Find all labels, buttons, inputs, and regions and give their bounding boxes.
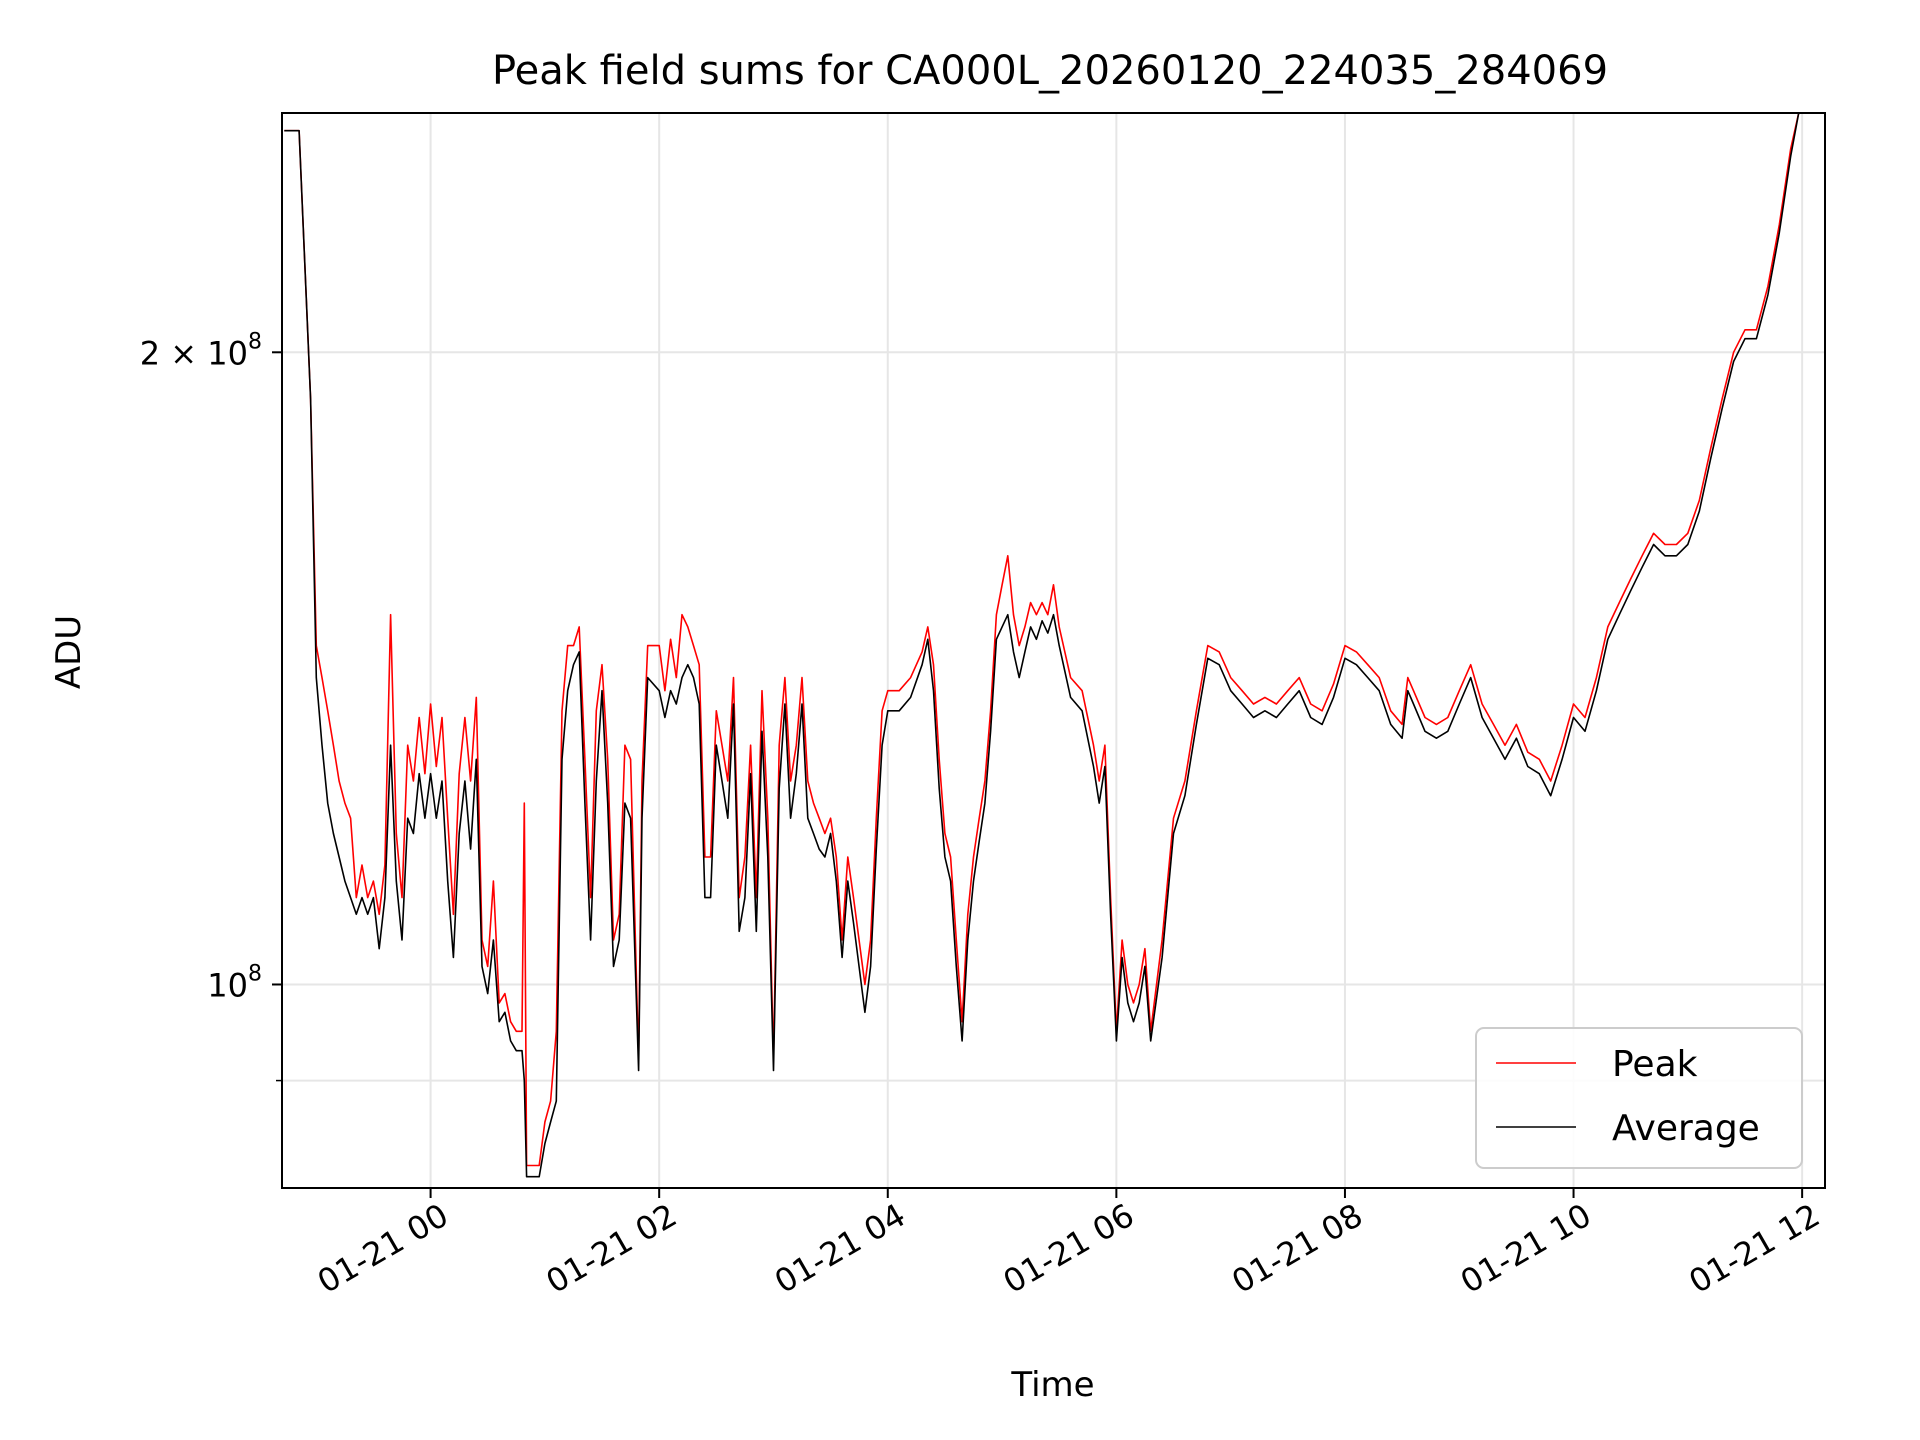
y-axis: 2 × 108 108: [140, 329, 282, 1082]
plot-frame: [281, 112, 1826, 1189]
legend: Peak Average: [1475, 1027, 1803, 1169]
y-tick-label: 2 × 108: [140, 329, 262, 372]
legend-label-average: Average: [1612, 1108, 1760, 1149]
x-axis-label: Time: [1010, 1365, 1094, 1405]
series-line-peak: [284, 113, 1800, 1167]
y-tick-label: 108: [207, 961, 262, 1004]
data-lines: [284, 113, 1800, 1178]
legend-label-peak: Peak: [1612, 1044, 1698, 1085]
y-axis-label: ADU: [49, 615, 89, 689]
chart-title: Peak field sums for CA000L_20260120_2240…: [492, 48, 1608, 94]
series-line-average: [284, 113, 1800, 1178]
